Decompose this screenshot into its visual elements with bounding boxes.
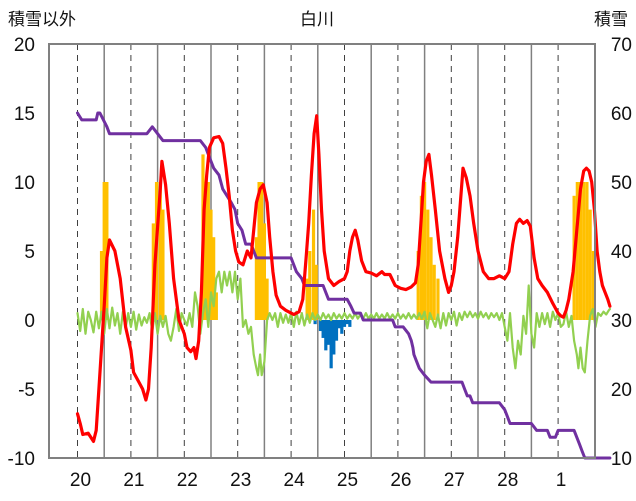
x-tick-label: 28 bbox=[497, 470, 518, 491]
y-right-axis-label: 積雪 bbox=[594, 10, 628, 30]
negative-bar bbox=[337, 320, 341, 329]
y-left-ticks: 20 15 10 5 0 -5 -10 bbox=[8, 35, 35, 470]
negative-bar bbox=[318, 320, 323, 332]
dashed-gridlines bbox=[77, 44, 559, 458]
precip-bar bbox=[429, 237, 433, 320]
y-right-ticks: 70 60 50 40 30 20 10 bbox=[611, 35, 632, 470]
x-tick-label: 21 bbox=[123, 470, 144, 491]
precip-bar bbox=[436, 278, 440, 320]
precip-bar bbox=[257, 182, 261, 320]
y-left-tick-label: 20 bbox=[14, 35, 35, 56]
x-tick-label: 25 bbox=[337, 470, 358, 491]
precip-bar bbox=[265, 278, 269, 320]
wind-line bbox=[76, 270, 611, 377]
precip-bar bbox=[206, 182, 210, 320]
negative-bar bbox=[348, 320, 352, 327]
negative-bar bbox=[326, 320, 331, 345]
y-right-tick-label: 10 bbox=[611, 449, 632, 470]
precip-bar bbox=[578, 182, 583, 320]
precip-bar bbox=[432, 264, 436, 320]
y-right-tick-label: 60 bbox=[611, 104, 632, 125]
y-right-tick-label: 50 bbox=[611, 173, 632, 194]
negative-bar bbox=[345, 320, 349, 325]
negative-bar bbox=[329, 320, 333, 369]
y-right-tick-label: 30 bbox=[611, 311, 632, 332]
negative-bars bbox=[313, 320, 352, 369]
precip-bar bbox=[212, 237, 216, 320]
x-tick-label: 1 bbox=[556, 470, 567, 491]
negative-bar bbox=[334, 320, 339, 341]
plot-frame bbox=[48, 43, 596, 459]
negative-bar bbox=[332, 320, 336, 355]
y-left-tick-label: 10 bbox=[14, 173, 35, 194]
y-right-tick-label: 20 bbox=[611, 380, 632, 401]
precip-bar bbox=[426, 209, 430, 320]
precip-bar bbox=[209, 209, 213, 320]
x-tick-label: 24 bbox=[284, 470, 306, 491]
y-left-tick-label: -5 bbox=[18, 380, 35, 401]
x-tick-label: 23 bbox=[230, 470, 251, 491]
y-left-tick-label: 5 bbox=[24, 242, 35, 263]
precip-bar bbox=[260, 182, 264, 320]
precip-bar bbox=[158, 182, 162, 320]
precip-bar bbox=[254, 237, 258, 320]
precip-bar bbox=[214, 292, 218, 320]
y-right-tick-label: 40 bbox=[611, 242, 632, 263]
x-tick-label: 27 bbox=[444, 470, 465, 491]
precip-bar bbox=[591, 251, 595, 320]
precip-bar bbox=[99, 251, 104, 320]
y-left-tick-label: 0 bbox=[24, 311, 35, 332]
precip-bar bbox=[416, 251, 420, 320]
x-tick-label: 20 bbox=[70, 470, 91, 491]
precip-bar bbox=[161, 209, 165, 320]
precip-bar bbox=[588, 209, 592, 320]
y-left-tick-label: 15 bbox=[14, 104, 35, 125]
chart-title: 白川 bbox=[300, 10, 334, 30]
y-left-tick-label: -10 bbox=[8, 449, 35, 470]
negative-bar bbox=[313, 320, 317, 325]
precip-bar bbox=[262, 223, 266, 320]
negative-bar bbox=[321, 320, 325, 338]
precip-bar bbox=[423, 182, 427, 320]
negative-bar bbox=[340, 320, 344, 334]
precip-bar bbox=[305, 278, 309, 320]
y-right-tick-label: 70 bbox=[611, 35, 632, 56]
precip-bar bbox=[314, 264, 318, 320]
precip-bar bbox=[582, 182, 586, 320]
series-lines bbox=[75, 111, 612, 460]
precip-bar bbox=[575, 182, 579, 320]
temperature-line bbox=[75, 114, 612, 443]
negative-bar bbox=[324, 320, 328, 351]
precip-bar bbox=[204, 182, 208, 320]
x-ticks: 20 21 22 23 24 25 26 27 28 1 bbox=[70, 470, 566, 491]
y-left-axis-label: 積雪以外 bbox=[8, 10, 76, 30]
negative-bar bbox=[342, 320, 347, 327]
precip-bar bbox=[102, 182, 106, 320]
x-tick-label: 26 bbox=[390, 470, 411, 491]
precip-bar bbox=[585, 182, 589, 320]
snow-depth-line bbox=[76, 111, 612, 460]
x-tick-label: 22 bbox=[177, 470, 198, 491]
precip-bar bbox=[419, 195, 423, 320]
precip-bar bbox=[311, 209, 316, 320]
